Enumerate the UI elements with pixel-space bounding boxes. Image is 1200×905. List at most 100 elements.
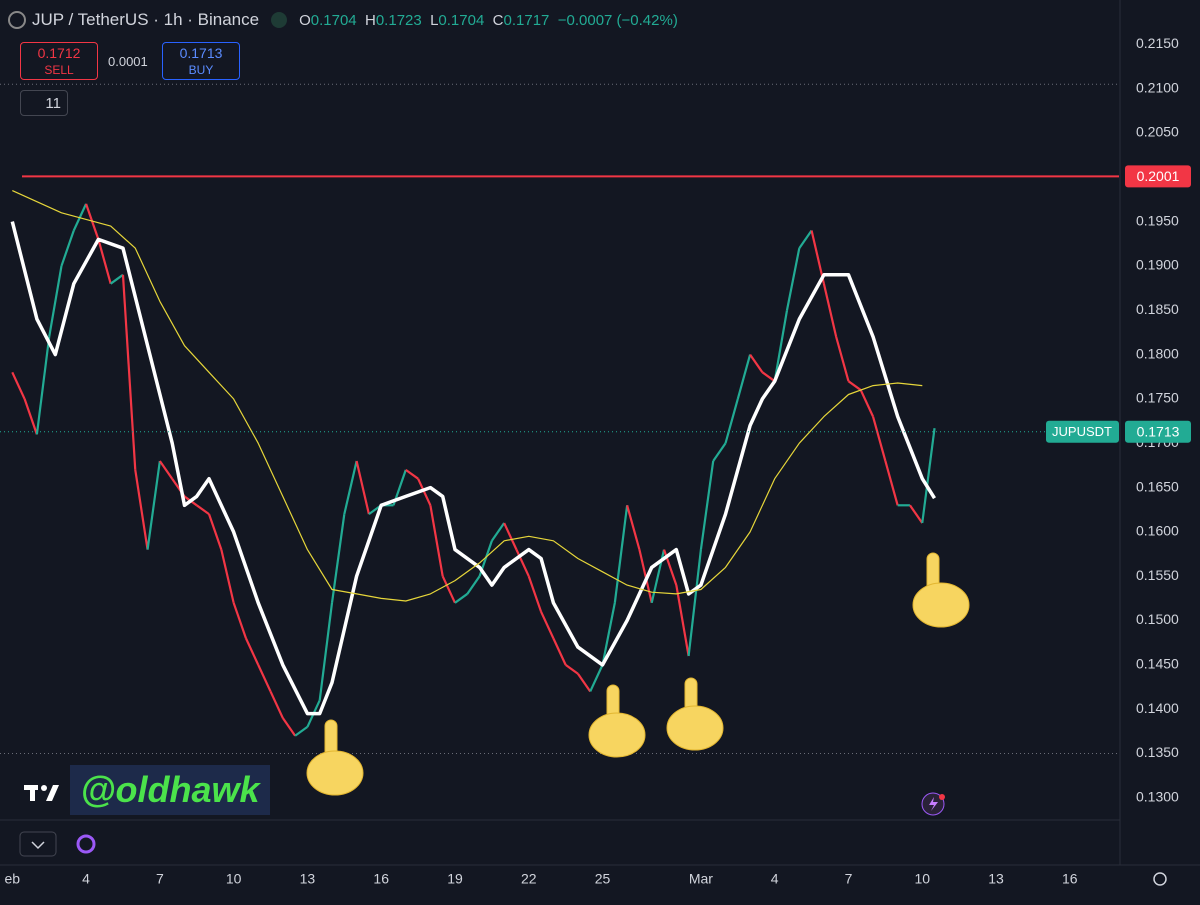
price-segment xyxy=(158,460,174,480)
price-segment xyxy=(23,398,38,435)
x-tick-label: 10 xyxy=(914,871,930,887)
sell-button[interactable]: 0.1712 SELL xyxy=(20,42,98,80)
refresh-icon[interactable] xyxy=(76,834,96,854)
collapse-button[interactable] xyxy=(19,831,57,857)
notification-dot xyxy=(939,794,945,800)
price-segment xyxy=(552,637,567,666)
price-segment xyxy=(638,549,653,604)
x-tick-label: 22 xyxy=(521,871,537,887)
price-tag xyxy=(1125,165,1191,188)
x-tick-label: 25 xyxy=(595,871,611,887)
y-tick-label: 0.1600 xyxy=(1136,523,1179,539)
price-segment xyxy=(921,428,936,524)
buy-label: BUY xyxy=(188,63,214,77)
change: −0.0007 (−0.42%) xyxy=(557,11,678,29)
x-tick-label: Mar xyxy=(689,871,713,887)
indicators-toggle[interactable]: 11 xyxy=(20,90,68,116)
price-segment xyxy=(441,575,456,604)
price-segment xyxy=(515,549,530,577)
price-segment xyxy=(503,522,518,551)
plot xyxy=(0,83,1119,755)
ohlc-key: O xyxy=(299,11,311,29)
price-segment xyxy=(577,673,592,693)
price-segment xyxy=(232,602,247,639)
x-tick-label: 7 xyxy=(156,871,164,887)
price-segment xyxy=(626,505,641,550)
sell-price: 0.1712 xyxy=(37,45,81,61)
symbol-tag-label: JUPUSDT xyxy=(1052,424,1112,439)
price-segment xyxy=(736,354,752,400)
y-tick-label: 0.1850 xyxy=(1136,301,1179,317)
settings-icon[interactable] xyxy=(1153,872,1167,886)
price-segment xyxy=(244,637,260,666)
price-segment xyxy=(196,504,210,516)
hand xyxy=(666,677,724,751)
price-segment xyxy=(540,611,555,639)
hand xyxy=(588,684,646,758)
watermark: @oldhawk xyxy=(70,765,270,815)
tv-logo xyxy=(24,785,59,801)
x-tick-label: 4 xyxy=(771,871,779,887)
price-segment xyxy=(466,575,481,595)
chevron xyxy=(31,841,45,850)
y-tick-label: 0.2100 xyxy=(1136,79,1179,95)
price-segment xyxy=(687,549,703,657)
hand xyxy=(306,719,364,796)
ohlc-value: 0.1723 xyxy=(375,11,422,29)
price-segment xyxy=(454,593,468,604)
price-segment xyxy=(35,336,51,435)
price-segment xyxy=(429,505,444,577)
spread: 0.0001 xyxy=(108,54,148,69)
x-tick-label: 19 xyxy=(447,871,463,887)
sell-label: SELL xyxy=(44,63,74,77)
x-tick-label: 4 xyxy=(82,871,90,887)
price-segment xyxy=(527,575,543,613)
price-segment xyxy=(97,239,112,284)
price-segment xyxy=(749,353,764,373)
header: JUP / TetherUS · 1h · Binance O0.1704 H0… xyxy=(8,10,678,30)
price-segment xyxy=(872,416,887,462)
x-tick-label: 13 xyxy=(300,871,316,887)
price-segment xyxy=(773,310,789,382)
visibility-icon[interactable] xyxy=(271,12,288,28)
x-tick-label: 16 xyxy=(1062,871,1078,887)
ohlc-value: 0.1704 xyxy=(438,11,485,29)
price-segment xyxy=(699,460,715,550)
symbol-icon xyxy=(8,11,26,29)
ohlc-key: L xyxy=(430,11,439,29)
price-segment xyxy=(60,230,75,267)
price-tag-label: 0.1713 xyxy=(1137,423,1180,439)
y-tick-label: 0.1450 xyxy=(1136,656,1179,672)
price-segment xyxy=(355,460,370,515)
price-segment xyxy=(330,514,346,603)
y-tick-label: 0.1500 xyxy=(1136,611,1179,627)
buy-button[interactable]: 0.1713 BUY xyxy=(162,42,240,80)
ohlc-key: C xyxy=(492,11,504,29)
x-tick-label: 13 xyxy=(988,871,1004,887)
pointing-hands xyxy=(306,552,970,796)
price-tag-label: 0.2001 xyxy=(1137,168,1180,184)
price-segment xyxy=(134,469,149,550)
price-segment xyxy=(269,690,284,719)
y-tick-label: 0.1800 xyxy=(1136,345,1179,361)
price-segment xyxy=(294,726,309,737)
y-tick-label: 0.2050 xyxy=(1136,124,1179,140)
price-segment xyxy=(798,229,813,249)
ohlc-value: 0.1704 xyxy=(310,11,357,29)
price-segment xyxy=(343,460,358,515)
price-segment xyxy=(281,717,297,737)
symbol: JUP / TetherUS · 1h · Binance xyxy=(32,10,260,29)
y-tick-label: 0.2150 xyxy=(1136,35,1179,51)
x-tick-label: 7 xyxy=(845,871,853,887)
y-tick-label: 0.1950 xyxy=(1136,212,1179,228)
indicator-count: 11 xyxy=(45,95,61,112)
price-segment xyxy=(121,274,137,470)
y-tick-label: 0.1550 xyxy=(1136,567,1179,583)
price-segment xyxy=(146,460,161,550)
price-segment xyxy=(884,460,899,506)
price-segment xyxy=(490,522,506,542)
price-segment xyxy=(810,230,825,284)
price-segment xyxy=(712,442,727,462)
price-segment xyxy=(220,549,235,604)
